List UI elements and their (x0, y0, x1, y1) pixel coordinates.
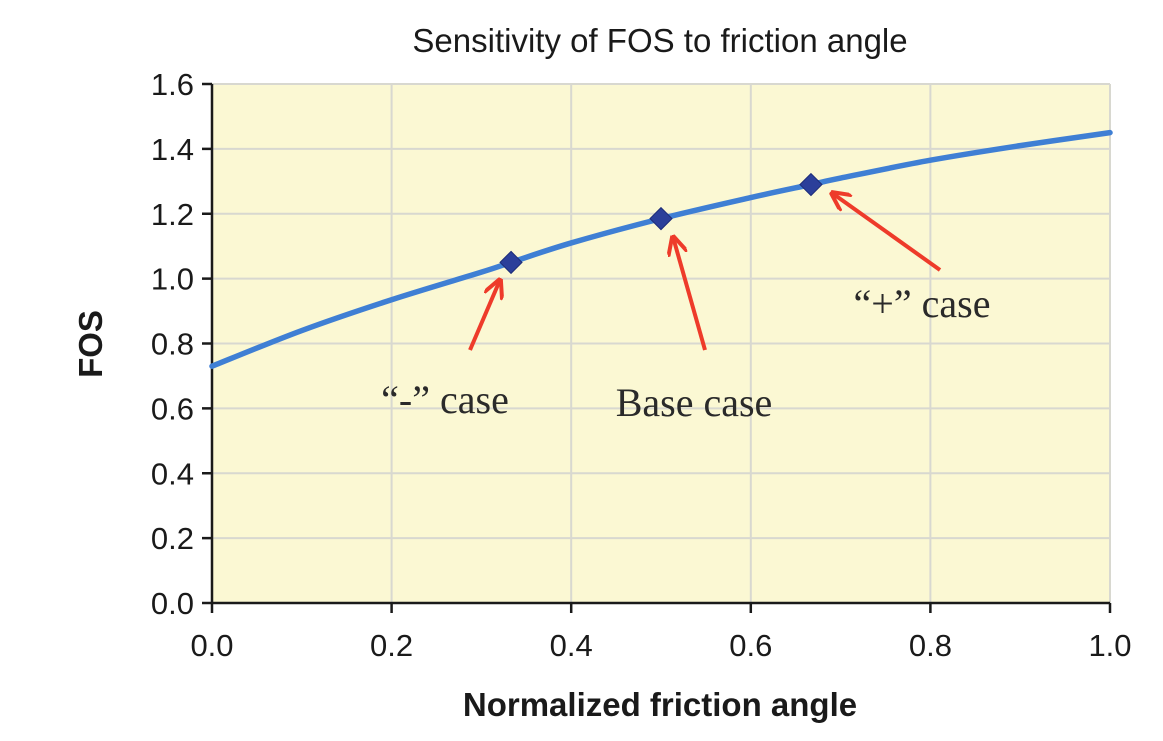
minus-case-annotation-text: “-” case (381, 377, 509, 422)
data-point-marker (499, 250, 523, 275)
marker-layer (499, 172, 823, 275)
y-tick-label: 1.2 (151, 197, 194, 232)
minus-case-annotation-arrow (468, 280, 500, 351)
x-tick-label: 0.8 (909, 628, 952, 663)
y-tick-label: 1.0 (151, 262, 194, 297)
y-axis-label: FOS (72, 310, 109, 378)
base-case-annotation-text: Base case (616, 380, 773, 425)
plus-case-annotation-arrow (832, 193, 942, 272)
x-tick-label: 0.6 (729, 628, 772, 663)
x-axis-label: Normalized friction angle (463, 686, 857, 723)
y-tick-label: 0.2 (151, 521, 194, 556)
tick-labels: 0.0 0.2 0.4 0.6 0.8 1.0 1.2 1.4 1.6 0.0 0.2 0.4 0.6 0… (151, 67, 1132, 663)
y-tick-label: 1.4 (151, 132, 194, 167)
y-tick-label: 0.6 (151, 391, 194, 426)
y-tick-label: 0.0 (151, 586, 194, 621)
x-tick-label: 1.0 (1088, 628, 1131, 663)
annotation-layer: “-” case Base case “+” case (381, 193, 990, 425)
base-case-annotation-arrow (673, 237, 707, 351)
chart-title: Sensitivity of FOS to friction angle (412, 22, 907, 59)
axes (202, 82, 1112, 613)
data-point-marker (799, 172, 823, 197)
y-tick-label: 0.4 (151, 456, 194, 491)
grid-lines (211, 83, 1111, 604)
x-tick-label: 0.2 (370, 628, 413, 663)
x-tick-label: 0.4 (550, 628, 593, 663)
y-tick-label: 1.6 (151, 67, 194, 102)
y-tick-label: 0.8 (151, 327, 194, 362)
x-tick-label: 0.0 (190, 628, 233, 663)
data-point-marker (649, 206, 673, 231)
plus-case-annotation-text: “+” case (854, 281, 991, 326)
